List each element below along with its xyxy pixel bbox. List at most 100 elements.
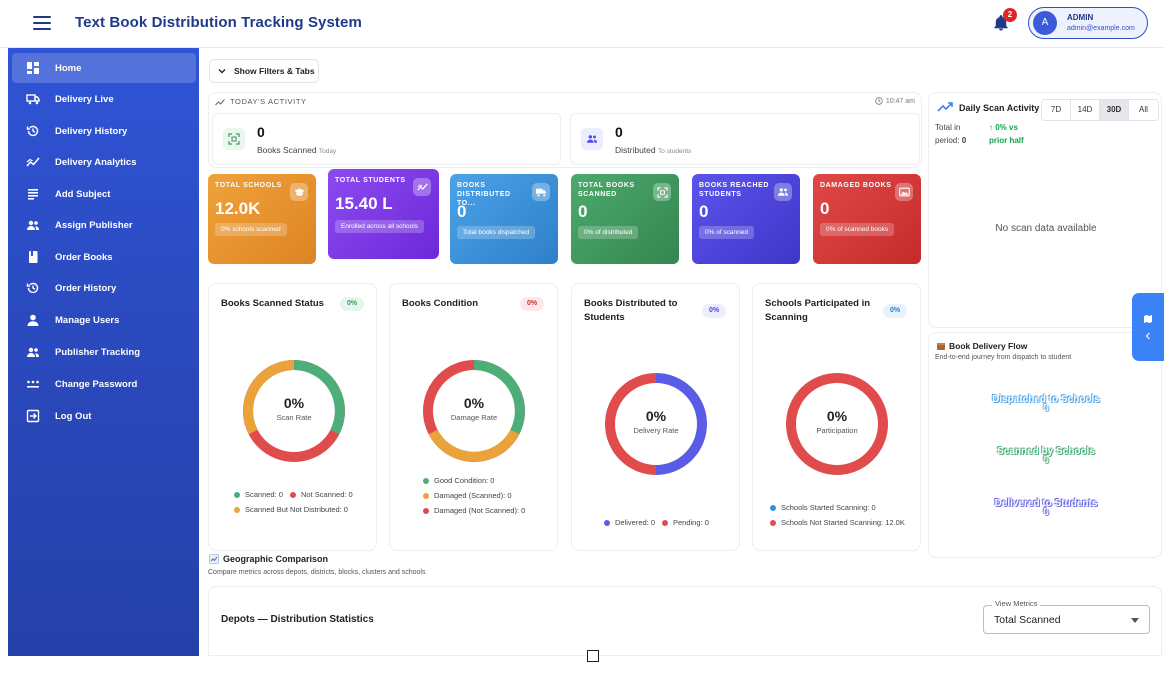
sidebar-item-label: Assign Publisher xyxy=(55,219,133,231)
sidebar-item-log-out[interactable]: Log Out xyxy=(12,401,196,431)
clock-icon xyxy=(875,97,883,105)
show-filters-label: Show Filters & Tabs xyxy=(234,66,315,76)
sidebar-item-label: Delivery History xyxy=(55,125,128,137)
side-panel-toggle[interactable] xyxy=(1132,293,1164,361)
range-all-button[interactable]: All xyxy=(1129,100,1158,120)
sidebar-item-assign-publisher[interactable]: Assign Publisher xyxy=(12,210,196,240)
legend-item-scanned-not-distributed: Scanned But Not Distributed: 0 xyxy=(234,505,348,514)
chart-badge: 0% xyxy=(520,297,545,311)
todays-activity-card: TODAY'S ACTIVITY 10:47 am 0 Books Scanne… xyxy=(208,92,922,168)
activity-title: TODAY'S ACTIVITY xyxy=(230,97,307,106)
delivery-rate-donut[interactable] xyxy=(602,370,710,478)
box-icon xyxy=(937,343,945,350)
sidebar-item-order-books[interactable]: Order Books xyxy=(12,242,196,272)
qr-icon xyxy=(223,128,245,150)
logout-icon xyxy=(26,409,40,423)
sidebar-item-label: Manage Users xyxy=(55,314,120,326)
donut-caption: Scan Rate xyxy=(276,413,312,422)
donut-percent: 0% xyxy=(283,395,305,411)
damaged-books-card[interactable]: DAMAGED BOOKS 0 0% of scanned books xyxy=(813,174,921,264)
legend-item-scanned: Scanned: 0 xyxy=(234,490,283,499)
donut-caption: Participation xyxy=(816,426,858,435)
damage-rate-donut[interactable] xyxy=(420,357,528,465)
participation-donut[interactable] xyxy=(783,370,891,478)
sidebar-item-label: Home xyxy=(55,62,82,74)
daily-title: Daily Scan Activity xyxy=(959,103,1040,113)
stat-title: TOTAL BOOKS SCANNED xyxy=(578,182,635,198)
donut-percent: 0% xyxy=(826,408,848,424)
books-distributed-card[interactable]: BOOKS DISTRIBUTED TO... 0 Total books di… xyxy=(450,174,558,264)
range-7d-button[interactable]: 7D xyxy=(1042,100,1071,120)
show-filters-button[interactable]: Show Filters & Tabs xyxy=(209,59,319,83)
flow-step-dispatched: Dispatched to Schools xyxy=(992,394,1100,405)
donut-percent: 0% xyxy=(645,408,667,424)
sidebar-item-label: Order Books xyxy=(55,251,113,263)
group-icon xyxy=(581,128,603,150)
sidebar-item-publisher-tracking[interactable]: Publisher Tracking xyxy=(12,337,196,367)
sidebar-item-label: Delivery Live xyxy=(55,93,114,105)
range-14d-button[interactable]: 14D xyxy=(1071,100,1100,120)
flow-step-dispatched-value: 0 xyxy=(1043,403,1049,414)
total-students-card[interactable]: TOTAL STUDENTS 15.40 L Enrolled across a… xyxy=(328,169,439,259)
user-menu[interactable]: A ADMIN admin@example.com xyxy=(1028,7,1148,39)
flow-step-delivered: Delivered to Students xyxy=(994,498,1098,509)
group-icon xyxy=(774,183,792,201)
donut-segment-damaged-scanned xyxy=(428,429,520,462)
donut-segment-not-started xyxy=(786,373,888,475)
stat-title: BOOKS DISTRIBUTED TO... xyxy=(457,182,511,207)
distributed-value: 0 xyxy=(615,124,623,140)
password-icon xyxy=(27,380,39,388)
analytics-icon xyxy=(413,178,431,196)
donut-segment-pending xyxy=(605,373,657,475)
no-scan-data-message: No scan data available xyxy=(995,223,1097,234)
menu-icon[interactable] xyxy=(33,16,51,30)
sidebar-item-manage-users[interactable]: Manage Users xyxy=(12,305,196,335)
history-icon xyxy=(26,282,39,294)
checkbox[interactable] xyxy=(587,650,599,662)
sidebar-item-home[interactable]: Home xyxy=(12,53,196,83)
chart-badge: 0% xyxy=(340,297,365,311)
stat-pill: Enrolled across all schools xyxy=(335,220,424,233)
legend-item-not-started-scanning: Schools Not Started Scanning: 12.0K xyxy=(770,518,905,527)
flow-title: Book Delivery Flow xyxy=(949,341,1028,351)
analytics-icon xyxy=(26,157,40,167)
range-30d-button[interactable]: 30D xyxy=(1100,100,1129,120)
legend-item-good-condition: Good Condition: 0 xyxy=(423,476,494,485)
daily-scan-activity-card: Daily Scan Activity 7D 14D 30D All Total… xyxy=(928,92,1162,328)
chart-badge: 0% xyxy=(883,304,908,318)
view-metrics-select[interactable]: View Metrics Total Scanned xyxy=(983,599,1150,634)
notification-badge: 2 xyxy=(1003,8,1017,22)
stat-title: BOOKS REACHED STUDENTS xyxy=(699,182,770,198)
app-title: Text Book Distribution Tracking System xyxy=(75,14,362,31)
caret-down-icon xyxy=(1131,618,1139,623)
map-icon xyxy=(1144,315,1152,323)
sidebar-item-delivery-history[interactable]: Delivery History xyxy=(12,116,196,146)
trending-up-icon xyxy=(937,102,953,112)
distributed-today-box: 0 Distributed To students xyxy=(570,113,920,165)
chevron-down-icon xyxy=(218,69,226,74)
legend-item-damaged-not-scanned: Damaged (Not Scanned): 0 xyxy=(423,506,525,515)
donut-segment-scanned-not-distributed xyxy=(243,360,295,435)
total-books-scanned-card[interactable]: TOTAL BOOKS SCANNED 0 0% of distributed xyxy=(571,174,679,264)
sidebar: Home Delivery Live Delivery History Deli… xyxy=(8,48,199,656)
total-schools-card[interactable]: TOTAL SCHOOLS 12.0K 0% schools scanned xyxy=(208,174,316,264)
stat-value: 15.40 L xyxy=(335,194,393,213)
stat-pill: 0% of distributed xyxy=(578,226,639,239)
sidebar-item-delivery-analytics[interactable]: Delivery Analytics xyxy=(12,147,196,177)
sidebar-item-delivery-live[interactable]: Delivery Live xyxy=(12,84,196,114)
sidebar-item-label: Add Subject xyxy=(55,188,111,200)
truck-icon xyxy=(26,94,40,105)
scan-rate-donut[interactable] xyxy=(240,357,348,465)
sidebar-item-order-history[interactable]: Order History xyxy=(12,273,196,303)
donut-caption: Damage Rate xyxy=(450,413,498,422)
sidebar-item-change-password[interactable]: Change Password xyxy=(12,369,196,399)
sidebar-item-add-subject[interactable]: Add Subject xyxy=(12,179,196,209)
stat-pill: 0% schools scanned xyxy=(215,223,287,236)
schools-participated-card: Schools Participated in Scanning 0% 0% P… xyxy=(752,283,921,551)
donut-segment-delivered xyxy=(655,373,707,475)
legend-item-pending: Pending: 0 xyxy=(662,518,709,527)
sidebar-item-label: Delivery Analytics xyxy=(55,156,137,168)
chart-title: Books Condition xyxy=(402,298,478,309)
top-bar: Text Book Distribution Tracking System 2… xyxy=(0,0,1164,48)
books-reached-students-card[interactable]: BOOKS REACHED STUDENTS 0 0% of scanned xyxy=(692,174,800,264)
